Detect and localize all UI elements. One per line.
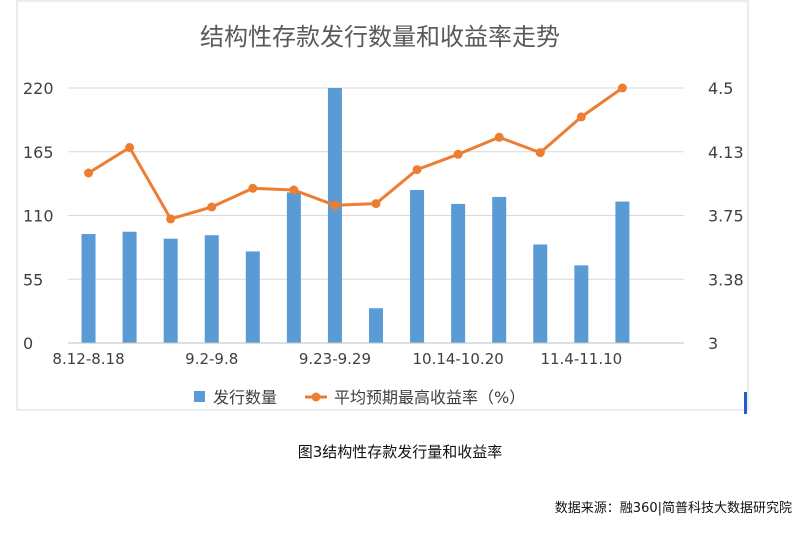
y-right-tick-label: 3.75	[708, 207, 744, 226]
combo-chart: 结构性存款发行数量和收益率走势 0 3 55 3.38 110 3.75 165 4.13 22…	[16, 0, 749, 414]
y-left-tick-label: 0	[23, 334, 33, 353]
bar	[286, 192, 301, 343]
x-tick-label: 10.14-10.20	[412, 350, 503, 368]
line-point	[248, 183, 258, 193]
bar	[615, 201, 630, 343]
line-point	[576, 112, 586, 122]
y-left-tick-label: 165	[23, 143, 54, 162]
legend-line-point	[311, 392, 321, 402]
bar	[204, 235, 219, 343]
figure-caption: 图3结构性存款发行量和收益率	[297, 443, 503, 461]
bar	[122, 231, 137, 343]
bar	[369, 308, 383, 343]
y-right-tick-label: 4.13	[708, 143, 744, 162]
line-point	[617, 83, 627, 93]
bar	[574, 265, 589, 343]
y-left-tick-label: 220	[23, 79, 54, 98]
line-point	[535, 148, 545, 158]
legend-line-label: 平均预期最高收益率（%）	[334, 388, 525, 407]
line-point	[371, 199, 381, 209]
bar	[410, 190, 425, 343]
bar	[451, 203, 466, 343]
legend-bar-label: 发行数量	[213, 388, 277, 407]
x-tick-label: 9.2-9.8	[185, 350, 238, 368]
chart-title: 结构性存款发行数量和收益率走势	[200, 23, 560, 51]
x-tick-label: 9.23-9.29	[299, 350, 371, 368]
x-tick-label: 11.4-11.10	[540, 350, 622, 368]
y-right-tick-label: 3	[708, 334, 718, 353]
bar	[492, 196, 507, 343]
line-series	[84, 83, 627, 224]
line-point	[125, 143, 135, 152]
x-tick-label: 8.12-8.18	[52, 350, 124, 368]
line-point	[494, 132, 504, 142]
bar	[533, 244, 548, 343]
bar	[81, 234, 96, 343]
y-right-tick-label: 4.5	[708, 79, 733, 98]
y-right-tick-label: 3.38	[708, 270, 744, 289]
gridlines	[68, 87, 684, 280]
line-point	[207, 202, 217, 212]
chart-border	[16, 0, 749, 411]
line-path	[87, 86, 624, 221]
chart-figure: 结构性存款发行数量和收益率走势 0 3 55 3.38 110 3.75 165 4.13 22…	[16, 0, 749, 414]
bar	[163, 238, 178, 343]
line-point	[84, 168, 94, 178]
bar	[327, 88, 342, 343]
y-left-tick-label: 55	[23, 270, 43, 289]
bar-series	[81, 88, 630, 343]
line-point	[453, 149, 463, 159]
line-point	[412, 165, 422, 175]
legend-bar-marker	[194, 391, 205, 402]
selection-handle[interactable]	[744, 392, 747, 414]
bar	[245, 251, 260, 343]
legend: 发行数量 平均预期最高收益率（%）	[194, 388, 525, 407]
axes: 0 3 55 3.38 110 3.75 165 4.13 220 4.5 8.12-8.18 9.2…	[23, 79, 744, 368]
line-point	[166, 214, 176, 224]
line-point	[330, 200, 340, 210]
y-left-tick-label: 110	[23, 207, 54, 226]
data-source: 数据来源：融360|简普科技大数据研究院	[554, 501, 792, 516]
line-point	[289, 185, 299, 195]
